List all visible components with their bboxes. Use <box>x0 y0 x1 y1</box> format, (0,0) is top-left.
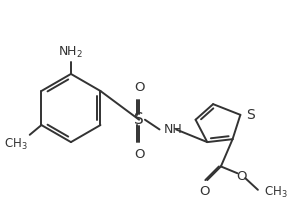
Text: S: S <box>134 112 144 127</box>
Text: CH$_3$: CH$_3$ <box>264 185 287 200</box>
Text: NH$_2$: NH$_2$ <box>58 45 84 60</box>
Text: NH: NH <box>164 123 182 136</box>
Text: O: O <box>134 148 144 161</box>
Text: O: O <box>134 81 144 94</box>
Text: S: S <box>246 108 255 122</box>
Text: O: O <box>236 170 246 183</box>
Text: CH$_3$: CH$_3$ <box>4 137 28 152</box>
Text: O: O <box>199 185 210 198</box>
